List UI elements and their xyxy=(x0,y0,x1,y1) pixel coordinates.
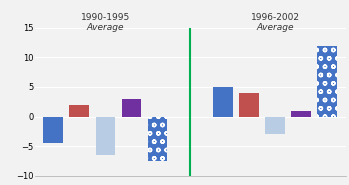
Bar xyxy=(265,117,285,134)
Text: Average: Average xyxy=(256,23,294,32)
Bar xyxy=(148,117,168,161)
Bar xyxy=(213,87,233,117)
Bar xyxy=(239,93,259,117)
Bar xyxy=(318,46,337,117)
Text: 1996-2002: 1996-2002 xyxy=(251,13,299,22)
Bar xyxy=(69,105,89,117)
Text: Average: Average xyxy=(87,23,124,32)
Text: 1990-1995: 1990-1995 xyxy=(81,13,130,22)
Bar xyxy=(43,117,63,143)
Bar xyxy=(291,111,311,117)
Bar xyxy=(122,99,141,117)
Bar xyxy=(148,117,168,161)
Bar xyxy=(96,117,115,155)
Bar xyxy=(318,46,337,117)
